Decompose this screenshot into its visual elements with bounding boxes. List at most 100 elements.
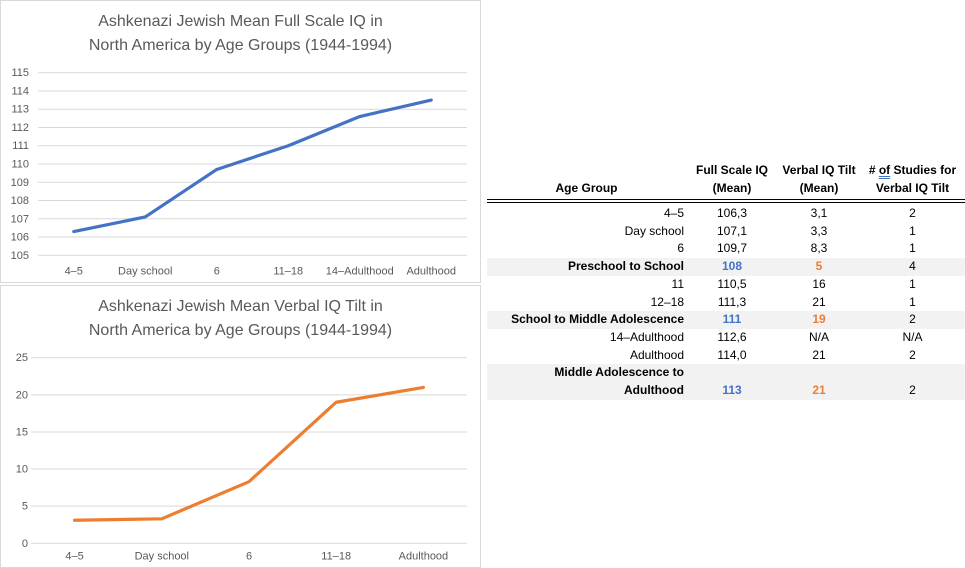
header-num-studies-hash: # — [868, 163, 879, 177]
full-scale-iq-chart[interactable]: 105 106 107 108 109 110 111 112 113 114 115 4–5 Day … — [0, 0, 481, 283]
table-row: Preschool to School 108 5 4 — [487, 258, 965, 276]
cell-age-group[interactable]: School to Middle Adolescence — [511, 312, 684, 327]
cell-full-scale-iq[interactable]: 107,1 — [716, 223, 748, 238]
cell-verbal-iq-tilt[interactable]: 21 — [812, 347, 826, 362]
y-axis-tick-label: 111 — [12, 140, 29, 152]
y-axis-tick-label: 15 — [16, 426, 28, 438]
header-num-studies-rest: Studies for — [890, 163, 957, 177]
cell-verbal-iq-tilt[interactable]: 21 — [812, 383, 826, 398]
grammar-check-underline: of — [878, 163, 891, 177]
data-series-line — [72, 98, 433, 234]
cell-age-group[interactable]: 6 — [677, 241, 684, 256]
cell-full-scale-iq[interactable]: 113 — [722, 383, 742, 398]
chart-title-line: North America by Age Groups (1944-1994) — [88, 37, 393, 54]
table-row: Day school 107,1 3,3 1 — [487, 223, 965, 241]
verbal-iq-tilt-chart[interactable]: 0 5 10 15 20 25 4–5 Day school 6 11–18 Adulthood A… — [0, 285, 481, 568]
x-axis-category-label: 4–5 — [65, 551, 83, 563]
cell-age-group[interactable]: 4–5 — [663, 206, 684, 220]
cell-verbal-iq-tilt[interactable]: N/A — [808, 329, 829, 344]
cell-full-scale-iq[interactable]: 114,0 — [717, 347, 747, 362]
cell-num-studies[interactable]: 1 — [909, 294, 916, 309]
y-axis-tick-label: 107 — [11, 213, 29, 225]
table-row: Adulthood 114,0 21 2 — [487, 347, 965, 365]
cell-verbal-iq-tilt[interactable]: 3,1 — [810, 206, 828, 220]
cell-num-studies[interactable]: 1 — [909, 241, 916, 256]
cell-full-scale-iq[interactable]: 111 — [722, 312, 742, 327]
cell-age-group[interactable]: Adulthood — [629, 347, 684, 362]
y-axis-tick-label: 110 — [11, 159, 29, 171]
cell-verbal-iq-tilt[interactable]: 8,3 — [810, 241, 828, 256]
table-row: 4–5 106,3 3,1 2 — [487, 205, 965, 223]
header-num-studies[interactable]: # of Studies for Verbal IQ Tilt — [868, 163, 957, 195]
y-axis-tick-label: 10 — [16, 464, 28, 476]
y-axis-tick-label: 20 — [16, 389, 28, 401]
cell-num-studies[interactable]: 4 — [909, 259, 916, 274]
table-row: 6 109,7 8,3 1 — [487, 240, 965, 258]
table-row: School to Middle Adolescence 111 19 2 — [487, 311, 965, 329]
data-series-line — [72, 385, 425, 522]
cell-num-studies[interactable]: 2 — [909, 312, 916, 327]
verbal-iq-tilt-plot-area: 0 5 10 15 20 25 4–5 Day school 6 11–18 Adulthood — [16, 352, 467, 563]
chart-title-line: Ashkenazi Jewish Mean Full Scale IQ in — [98, 13, 383, 30]
cell-full-scale-iq[interactable]: 108 — [721, 259, 743, 274]
y-axis-tick-label: 106 — [11, 232, 29, 244]
y-axis-tick-label: 109 — [11, 177, 29, 189]
cell-verbal-iq-tilt[interactable]: 19 — [812, 312, 826, 327]
cell-full-scale-iq[interactable]: 109,7 — [716, 241, 748, 256]
cell-num-studies[interactable]: 2 — [909, 347, 916, 362]
header-verbal-iq-tilt[interactable]: Verbal IQ Tilt (Mean) — [782, 163, 856, 195]
y-axis-tick-label: 112 — [11, 122, 29, 134]
chart-title-line: North America by Age Groups (1944-1994) — [88, 322, 393, 339]
header-age-group[interactable]: Age Group — [555, 181, 618, 195]
cell-num-studies[interactable]: 2 — [909, 383, 916, 398]
table-row: Middle Adolescence to Adulthood 113 21 2 — [487, 364, 965, 400]
y-axis-tick-label: 25 — [16, 352, 28, 364]
cell-age-group[interactable]: 11 — [671, 276, 684, 291]
cell-verbal-iq-tilt[interactable]: 21 — [812, 294, 826, 309]
table-row: 11 110,5 16 1 — [487, 276, 965, 294]
cell-age-group[interactable]: 14–Adulthood — [609, 329, 684, 344]
table-row: 14–Adulthood 112,6 N/A N/A — [487, 329, 965, 347]
iq-summary-table: Age Group Full Scale IQ (Mean) Verbal IQ… — [487, 161, 965, 400]
x-axis-category-label: 14–Adulthood — [326, 266, 394, 278]
table-body: 4–5 106,3 3,1 2 Day school 107,1 3,3 1 6 109,7 8,3… — [487, 205, 965, 400]
cell-full-scale-iq[interactable]: 112,6 — [717, 329, 747, 344]
full-scale-iq-plot-area: 105 106 107 108 109 110 111 112 113 114 115 4–5 Day … — [11, 67, 467, 278]
y-axis-tick-label: 113 — [11, 104, 29, 116]
header-divider — [487, 199, 965, 203]
x-axis-category-label: Day school — [135, 551, 189, 563]
y-axis-tick-label: 5 — [22, 501, 28, 513]
cell-verbal-iq-tilt[interactable]: 5 — [815, 259, 823, 274]
cell-age-group[interactable]: Preschool to School — [567, 259, 684, 274]
cell-age-group[interactable]: Day school — [624, 223, 684, 238]
x-axis-category-label: 6 — [214, 266, 220, 278]
x-axis-category-label: 4–5 — [65, 266, 83, 278]
x-axis-category-label: 6 — [246, 551, 252, 563]
cell-full-scale-iq[interactable]: 111,3 — [717, 294, 747, 309]
x-axis-category-label: Day school — [118, 266, 172, 278]
cell-num-studies[interactable]: 1 — [909, 223, 916, 238]
y-axis-tick-label: 0 — [22, 538, 28, 550]
cell-num-studies[interactable]: 2 — [909, 206, 916, 220]
y-axis-tick-label: 114 — [11, 85, 29, 97]
chart-title-line: Ashkenazi Jewish Mean Verbal IQ Tilt in — [98, 298, 383, 315]
table-header-row: Age Group Full Scale IQ (Mean) Verbal IQ… — [487, 161, 965, 197]
cell-age-group[interactable]: 12–18 — [650, 294, 684, 309]
x-axis-category-label: 11–18 — [321, 551, 351, 563]
cell-full-scale-iq[interactable]: 106,3 — [716, 206, 748, 220]
x-axis-category-label: Adulthood — [406, 266, 456, 278]
table-row: 12–18 111,3 21 1 — [487, 294, 965, 312]
cell-age-group[interactable]: Middle Adolescence to Adulthood — [554, 365, 684, 398]
y-axis-tick-label: 108 — [11, 195, 29, 207]
cell-verbal-iq-tilt[interactable]: 3,3 — [810, 223, 828, 238]
cell-verbal-iq-tilt[interactable]: 16 — [812, 276, 826, 291]
x-axis-category-label: 11–18 — [273, 266, 303, 278]
full-scale-iq-chart-title: Ashkenazi Jewish Mean Full Scale IQ in N… — [1, 10, 480, 58]
x-axis-category-label: Adulthood — [399, 551, 449, 563]
cell-full-scale-iq[interactable]: 110,5 — [717, 276, 747, 291]
verbal-iq-tilt-chart-title: Ashkenazi Jewish Mean Verbal IQ Tilt in … — [1, 295, 480, 343]
cell-num-studies[interactable]: N/A — [902, 329, 923, 344]
cell-num-studies[interactable]: 1 — [909, 276, 916, 291]
y-axis-tick-label: 105 — [11, 250, 29, 262]
header-full-scale-iq[interactable]: Full Scale IQ (Mean) — [695, 163, 769, 195]
